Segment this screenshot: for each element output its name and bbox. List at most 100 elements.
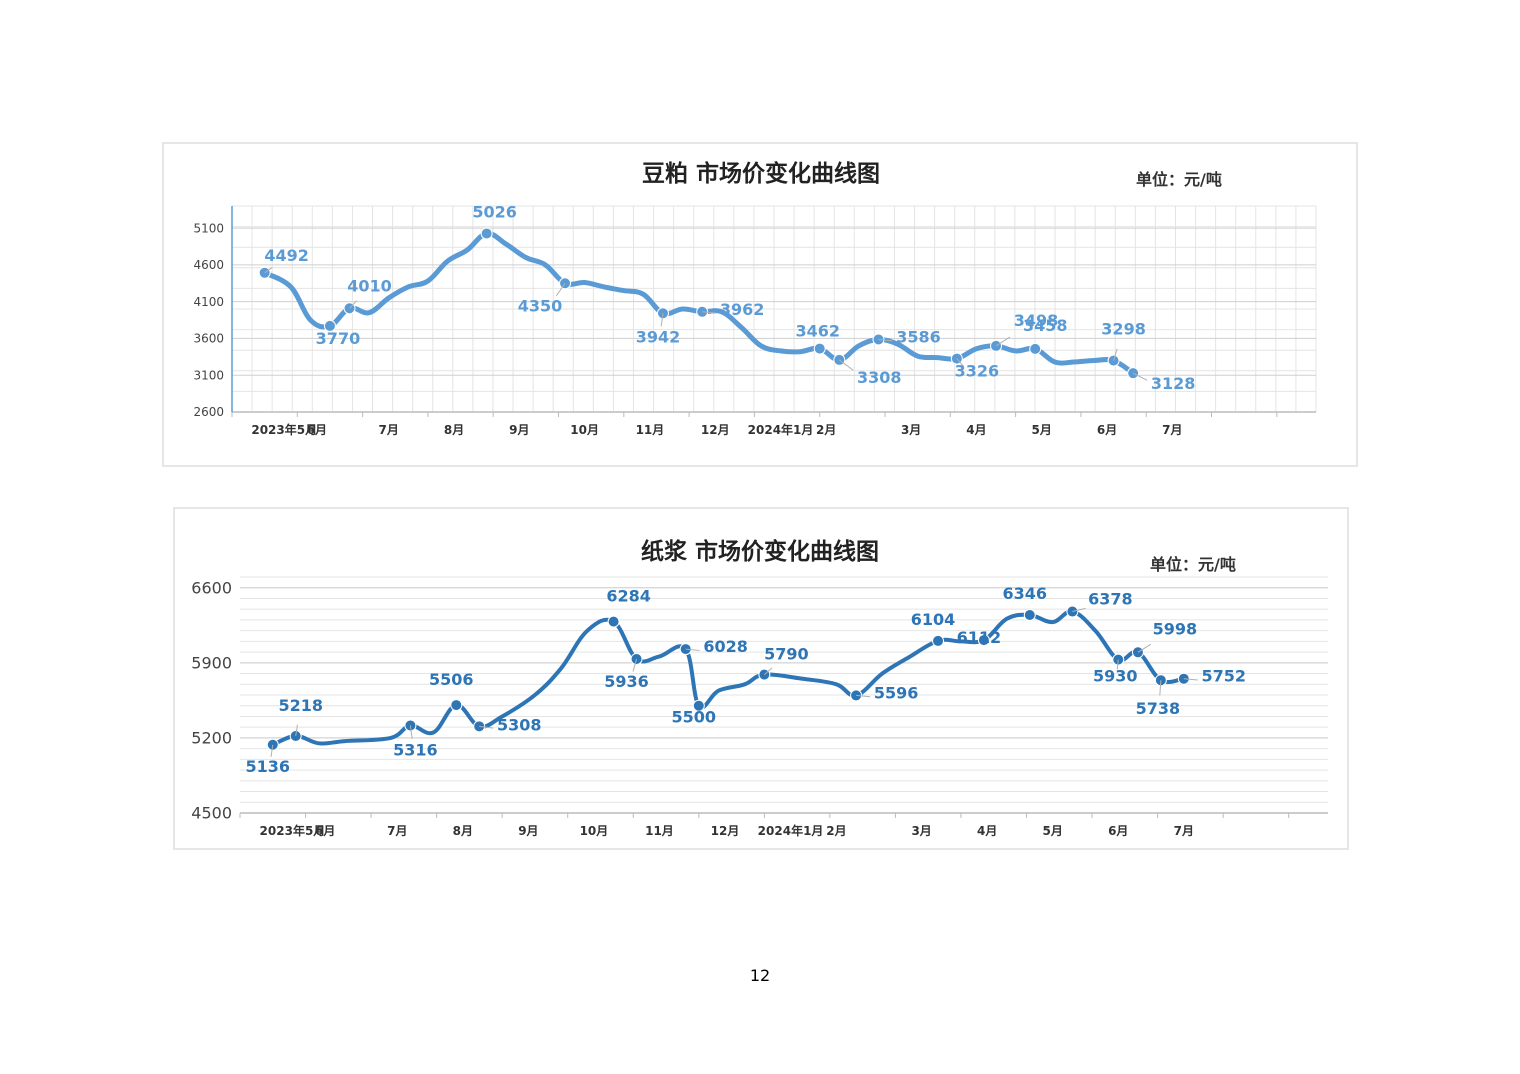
label-leader-line: [1072, 607, 1086, 613]
x-tick-label: 6月: [307, 423, 327, 437]
data-point: [813, 342, 826, 355]
data-label: 5936: [604, 672, 649, 691]
data-label: 5738: [1136, 699, 1181, 718]
page-number: 12: [749, 966, 771, 985]
x-tick-label: 2月: [826, 824, 846, 838]
data-label: 3458: [1023, 316, 1068, 335]
data-label: 3298: [1101, 320, 1146, 339]
label-leader-line: [264, 266, 273, 274]
data-label: 3326: [955, 362, 1000, 381]
x-tick-label: 12月: [701, 423, 730, 437]
data-label: 5316: [393, 740, 438, 759]
y-tick-label: 3100: [193, 368, 224, 382]
x-tick-label: 5月: [1043, 824, 1063, 838]
data-label: 5218: [278, 696, 323, 715]
data-point: [1112, 653, 1125, 666]
x-tick-label: 3月: [911, 824, 931, 838]
data-label: 3462: [795, 322, 840, 341]
x-tick-label: 6月: [1108, 824, 1128, 838]
data-label: 5026: [472, 203, 517, 222]
data-label: 3770: [316, 329, 361, 348]
data-label: 6346: [1003, 584, 1048, 603]
data-label: 6112: [957, 628, 1002, 647]
label-leader-line: [349, 300, 357, 309]
data-label: 5790: [764, 645, 809, 664]
data-point: [450, 699, 463, 712]
label-leader-line: [956, 358, 965, 368]
label-leader-line: [1116, 659, 1119, 670]
x-tick-label: 2024年1月: [758, 823, 824, 838]
label-leader-line: [856, 694, 871, 698]
x-tick-label: 8月: [453, 824, 473, 838]
x-tick-label: 10月: [570, 423, 599, 437]
unit-label: 单位：元/吨: [1150, 555, 1236, 574]
data-label: 3498: [1014, 311, 1059, 330]
data-label: 6378: [1088, 590, 1133, 609]
y-tick-label: 2600: [193, 405, 224, 419]
data-point: [932, 634, 945, 647]
data-label: 5500: [672, 708, 717, 727]
y-tick-label: 4100: [193, 295, 224, 309]
label-leader-line: [295, 724, 298, 737]
series-line: [262, 230, 1136, 376]
label-leader-line: [1132, 372, 1148, 381]
label-leader-line: [270, 744, 274, 757]
data-label: 4492: [264, 246, 309, 265]
label-leader-line: [1159, 680, 1162, 696]
x-tick-label: 9月: [518, 824, 538, 838]
data-label: 5506: [429, 670, 474, 689]
data-point: [977, 634, 990, 647]
data-point: [266, 738, 279, 751]
data-point: [1066, 605, 1079, 618]
y-tick-label: 3600: [193, 332, 224, 346]
chart-panel-pulp: 纸浆 市场价变化曲线图 单位：元/吨 4500 5200 5900 6600 2023年…: [173, 507, 1349, 850]
label-leader-line: [1113, 348, 1118, 361]
data-point: [872, 333, 885, 346]
x-tick-label: 6月: [1097, 423, 1117, 437]
label-leader-line: [409, 725, 413, 740]
data-label: 4010: [347, 276, 392, 295]
series-line: [270, 609, 1186, 747]
x-tick-label: 5月: [1032, 423, 1052, 437]
chart-title: 豆粕 市场价变化曲线图: [642, 161, 881, 187]
data-label: 3586: [896, 327, 941, 346]
x-tick-label: 2024年1月: [748, 422, 814, 437]
data-label: 6284: [606, 587, 651, 606]
x-tick-label: 12月: [711, 824, 740, 838]
y-tick-label: 6600: [191, 578, 232, 597]
label-leader-line: [632, 658, 638, 672]
y-tick-label: 5100: [193, 221, 224, 235]
y-tick-label: 4500: [191, 804, 232, 823]
x-tick-label: 10月: [580, 824, 609, 838]
data-label: 3128: [1151, 374, 1196, 393]
x-tick-label: 4月: [966, 423, 986, 437]
data-label: 4350: [518, 296, 563, 315]
y-tick-label: 5200: [191, 729, 232, 748]
label-leader-line: [702, 311, 717, 314]
x-tick-label: 3月: [901, 423, 921, 437]
data-label: 3308: [857, 368, 902, 387]
x-tick-label: 2月: [816, 423, 836, 437]
label-leader-line: [839, 359, 854, 371]
data-point: [1029, 342, 1042, 355]
x-tick-label: 8月: [444, 423, 464, 437]
data-point: [630, 652, 643, 665]
chart-title: 纸浆 市场价变化曲线图: [641, 539, 880, 565]
label-leader-line: [660, 313, 664, 327]
data-label: 5752: [1202, 667, 1247, 686]
data-label: 3942: [636, 327, 681, 346]
data-label: 5308: [497, 715, 542, 734]
label-leader-line: [995, 336, 1011, 347]
data-point: [480, 227, 493, 240]
x-tick-label: 4月: [977, 824, 997, 838]
x-tick-label: 11月: [636, 423, 665, 437]
chart-panel-soybean-meal: 豆粕 市场价变化曲线图 单位：元/吨 2600 3100 3600 4100 4600 5…: [162, 142, 1358, 467]
unit-label: 单位：元/吨: [1136, 170, 1222, 189]
y-tick-label: 5900: [191, 653, 232, 672]
grid: [240, 576, 1328, 814]
data-point: [607, 615, 620, 628]
label-leader-line: [479, 725, 494, 729]
x-tick-label: 7月: [387, 824, 407, 838]
x-tick-label: 7月: [1162, 423, 1182, 437]
